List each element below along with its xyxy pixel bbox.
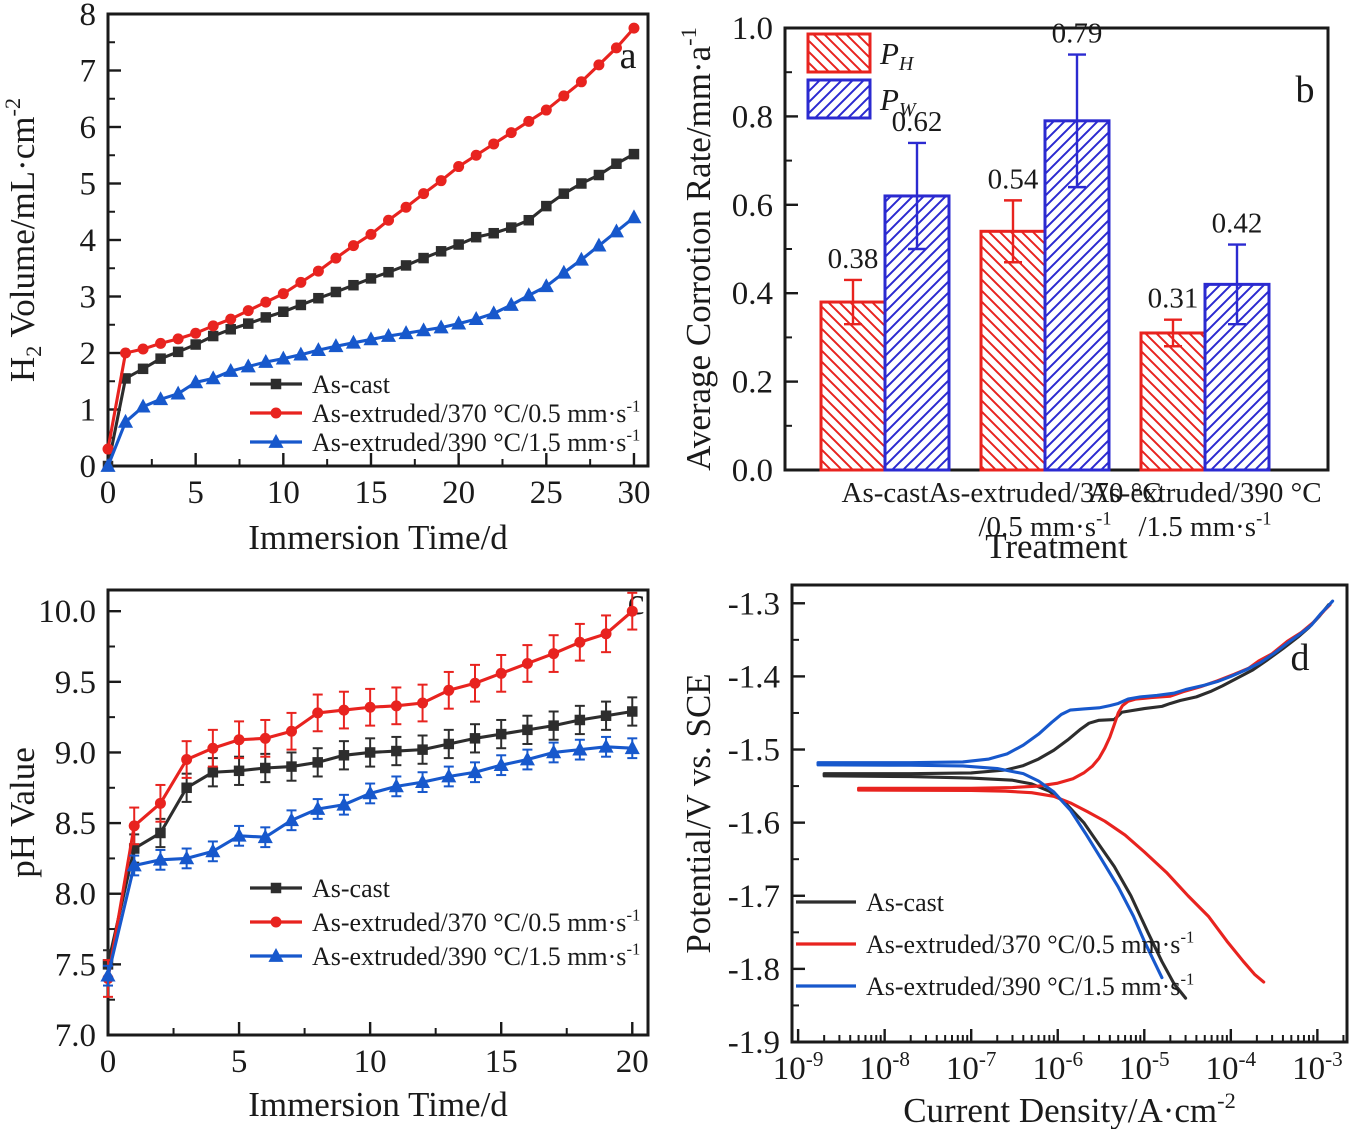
svg-text:As-extruded/370 °C/0.5 mm·s-1: As-extruded/370 °C/0.5 mm·s-1: [312, 906, 640, 937]
svg-text:H2 Volume/mL·cm-2: H2 Volume/mL·cm-2: [0, 98, 46, 382]
panel-a-h2-volume-chart: 0 5 10 15 20 25 30 0 1 2 3 4 5 6 7 8 Immersion Time/d H2 …: [0, 0, 650, 557]
svg-text:Potential/V vs. SCE: Potential/V vs. SCE: [679, 673, 718, 953]
svg-text:8.0: 8.0: [55, 877, 96, 913]
svg-text:As-extruded/390 °C/1.5 mm·s-1: As-extruded/390 °C/1.5 mm·s-1: [866, 970, 1194, 1001]
svg-text:As-extruded/390 °C/1.5 mm·s-1: As-extruded/390 °C/1.5 mm·s-1: [312, 426, 640, 457]
svg-text:/1.5 mm·s-1: /1.5 mm·s-1: [1138, 508, 1271, 543]
svg-text:0.0: 0.0: [732, 453, 773, 489]
svg-text:-1.4: -1.4: [728, 659, 780, 695]
svg-text:10.0: 10.0: [38, 594, 96, 630]
panel-c-ph-value-chart: 0 5 10 15 20 7.0 7.5 8.0 8.5 9.0 9.5 10.0 Immersion …: [3, 581, 650, 1124]
svg-text:-1.8: -1.8: [728, 952, 780, 988]
svg-text:15: 15: [485, 1044, 518, 1080]
svg-text:Average Corrotion Rate/mm·a-1: Average Corrotion Rate/mm·a-1: [676, 27, 718, 471]
svg-text:1: 1: [80, 393, 97, 429]
svg-text:a: a: [620, 35, 637, 77]
svg-text:10-3: 10-3: [1292, 1047, 1343, 1087]
svg-text:/0.5 mm·s-1: /0.5 mm·s-1: [978, 508, 1111, 543]
svg-text:As-cast: As-cast: [312, 370, 391, 399]
svg-text:25: 25: [530, 475, 563, 511]
svg-text:-1.5: -1.5: [728, 733, 780, 769]
svg-text:6: 6: [80, 110, 97, 146]
svg-text:As-extruded/370 °C: As-extruded/370 °C: [928, 477, 1161, 509]
svg-text:0.62: 0.62: [892, 106, 943, 138]
svg-text:0.6: 0.6: [732, 188, 773, 224]
svg-text:5: 5: [187, 475, 204, 511]
svg-text:7.0: 7.0: [55, 1018, 96, 1054]
svg-text:10-8: 10-8: [859, 1047, 910, 1087]
svg-text:5: 5: [231, 1044, 248, 1080]
svg-text:0: 0: [80, 449, 97, 485]
svg-text:7.5: 7.5: [55, 947, 96, 983]
svg-text:0.42: 0.42: [1212, 208, 1263, 240]
svg-text:10-7: 10-7: [946, 1047, 997, 1087]
svg-text:9.0: 9.0: [55, 735, 96, 771]
svg-text:c: c: [628, 581, 645, 623]
svg-text:3: 3: [80, 280, 97, 316]
svg-text:As-cast: As-cast: [312, 874, 391, 903]
svg-text:8.5: 8.5: [55, 806, 96, 842]
svg-text:As-extruded/390 °C/1.5 mm·s-1: As-extruded/390 °C/1.5 mm·s-1: [312, 940, 640, 971]
svg-text:-1.9: -1.9: [728, 1025, 780, 1061]
svg-text:5: 5: [80, 167, 97, 203]
svg-text:10: 10: [354, 1044, 387, 1080]
svg-text:-1.6: -1.6: [728, 806, 780, 842]
svg-text:9.5: 9.5: [55, 665, 96, 701]
svg-text:10-9: 10-9: [773, 1047, 824, 1087]
svg-text:30: 30: [617, 475, 650, 511]
svg-text:-1.3: -1.3: [728, 586, 780, 622]
svg-text:PW: PW: [879, 82, 918, 121]
panel-b-corrosion-rate-bar-chart: 0.0 0.2 0.4 0.6 0.8 1.0 Treatment Average Corro…: [676, 11, 1330, 566]
svg-text:Current Density/A·cm-2: Current Density/A·cm-2: [903, 1088, 1236, 1129]
svg-text:d: d: [1291, 637, 1310, 679]
svg-text:1.0: 1.0: [732, 11, 773, 47]
svg-text:As-cast: As-cast: [866, 888, 945, 917]
svg-text:0.54: 0.54: [988, 163, 1039, 195]
svg-text:0.38: 0.38: [828, 243, 879, 275]
svg-text:As-cast: As-cast: [842, 477, 929, 509]
svg-text:10-6: 10-6: [1032, 1047, 1083, 1087]
svg-text:0.2: 0.2: [732, 365, 773, 401]
svg-text:10-4: 10-4: [1206, 1047, 1257, 1087]
svg-text:Treatment: Treatment: [985, 527, 1128, 566]
svg-text:-1.7: -1.7: [728, 879, 780, 915]
svg-text:10: 10: [267, 475, 300, 511]
svg-text:0.79: 0.79: [1052, 18, 1103, 50]
svg-text:b: b: [1296, 69, 1315, 111]
svg-text:As-extruded/370 °C/0.5 mm·s-1: As-extruded/370 °C/0.5 mm·s-1: [312, 397, 640, 428]
svg-text:7: 7: [80, 54, 97, 90]
svg-text:As-extruded/390 °C: As-extruded/390 °C: [1088, 477, 1321, 509]
svg-text:PH: PH: [879, 36, 915, 75]
svg-text:2: 2: [80, 336, 97, 372]
svg-text:As-extruded/370 °C/0.5 mm·s-1: As-extruded/370 °C/0.5 mm·s-1: [866, 928, 1194, 959]
svg-text:4: 4: [80, 223, 97, 259]
svg-text:15: 15: [354, 475, 387, 511]
panel-d-polarization-curve-chart: 10-9 10-8 10-7 10-6 10-5 10-4 10-3 -1.3 -1.4 -1.5…: [679, 583, 1349, 1129]
svg-text:0.8: 0.8: [732, 99, 773, 135]
svg-text:Immersion Time/d: Immersion Time/d: [248, 1085, 508, 1124]
svg-text:20: 20: [442, 475, 475, 511]
svg-text:Immersion Time/d: Immersion Time/d: [248, 518, 508, 557]
svg-text:0.4: 0.4: [732, 276, 773, 312]
svg-text:10-5: 10-5: [1119, 1047, 1170, 1087]
svg-text:8: 8: [80, 0, 97, 33]
svg-text:0: 0: [100, 1044, 117, 1080]
svg-text:0.31: 0.31: [1148, 283, 1199, 315]
svg-text:pH Value: pH Value: [3, 747, 42, 878]
svg-text:20: 20: [616, 1044, 649, 1080]
svg-text:0: 0: [100, 475, 117, 511]
